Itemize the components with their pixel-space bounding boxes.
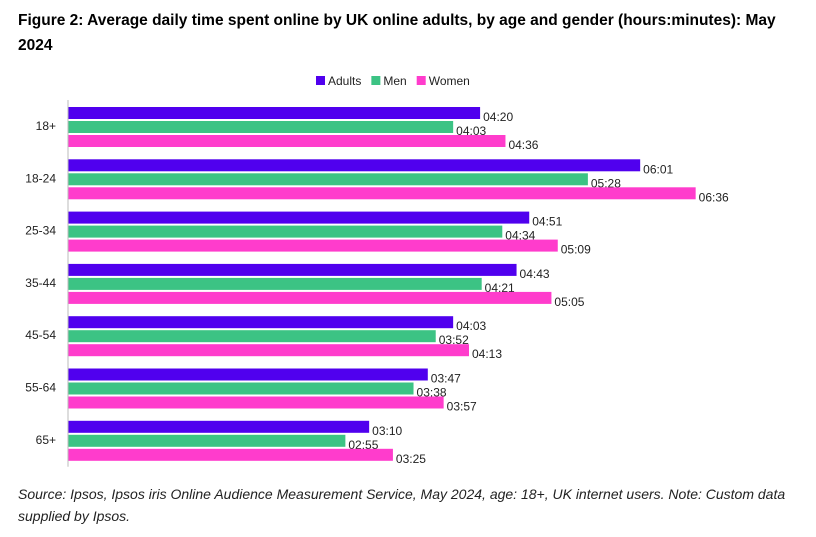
data-label: 06:01 [643, 162, 673, 176]
data-label: 03:52 [439, 333, 469, 347]
bar-adults [68, 420, 370, 433]
bar-men [68, 225, 503, 238]
bar-men [68, 434, 346, 447]
bar-women [68, 291, 552, 304]
category-label: 45-54 [25, 328, 56, 342]
data-label: 04:03 [456, 124, 486, 138]
data-label: 05:09 [561, 243, 591, 257]
legend-swatch-adults [316, 76, 325, 85]
legend-swatch-men [371, 76, 381, 85]
data-label: 04:20 [483, 110, 513, 124]
bar-women [68, 448, 393, 461]
data-label: 03:38 [417, 386, 447, 400]
data-label: 02:55 [348, 438, 378, 452]
data-label: 04:13 [472, 347, 502, 361]
data-label: 04:43 [520, 267, 550, 281]
data-label: 04:34 [505, 229, 535, 243]
category-label: 25-34 [25, 224, 56, 238]
bar-men [68, 277, 482, 290]
bar-women [68, 187, 696, 200]
data-label: 04:36 [508, 138, 538, 152]
bar-men [68, 382, 414, 395]
data-label: 04:03 [456, 319, 486, 333]
legend-label-women: Women [429, 74, 470, 88]
bar-men [68, 121, 454, 133]
data-label: 06:36 [699, 190, 729, 204]
data-label: 03:57 [447, 400, 477, 414]
chart-title: Figure 2: Average daily time spent onlin… [18, 12, 776, 54]
category-label: 18-24 [25, 171, 56, 185]
legend-swatch-women [416, 76, 426, 85]
bar-women [68, 239, 558, 252]
bar-men [68, 330, 436, 343]
category-label: 65+ [36, 433, 56, 447]
category-label: 55-64 [25, 381, 56, 395]
data-label: 03:47 [431, 372, 461, 386]
bar-adults [68, 107, 481, 119]
bar-adults [68, 159, 641, 172]
source-note: Source: Ipsos, Ipsos iris Online Audienc… [18, 486, 786, 524]
category-label: 35-44 [25, 276, 56, 290]
bar-women [68, 396, 444, 409]
data-label: 03:25 [396, 452, 426, 466]
bar-adults [68, 263, 517, 276]
data-label: 03:10 [372, 424, 402, 438]
bar-women [68, 135, 506, 147]
legend-label-adults: Adults [328, 74, 361, 88]
bar-women [68, 344, 470, 357]
legend-label-men: Men [383, 74, 406, 88]
bar-adults [68, 368, 428, 381]
data-label: 04:51 [532, 215, 562, 229]
data-label: 05:28 [591, 176, 621, 190]
data-label: 04:21 [485, 281, 515, 295]
bar-adults [68, 316, 454, 329]
bar-adults [68, 211, 530, 224]
data-label: 05:05 [554, 295, 584, 309]
category-label: 18+ [36, 119, 56, 133]
bar-men [68, 173, 588, 186]
